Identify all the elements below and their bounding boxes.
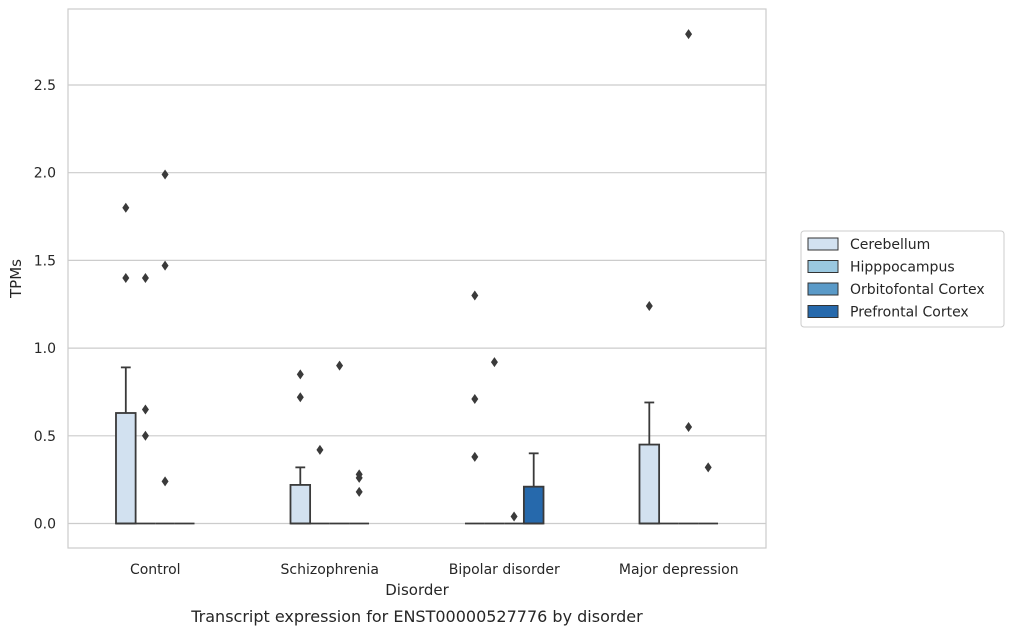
box-hipppocampus [310, 444, 330, 525]
x-tick-label: Control [130, 562, 181, 578]
box-orbitofontal-cortex [329, 360, 350, 525]
box [522, 485, 545, 525]
box-prefrontal-cortex [522, 452, 545, 525]
outlier-point [471, 451, 479, 462]
box-cerebellum [638, 301, 661, 525]
x-tick-label: Bipolar disorder [449, 562, 560, 578]
outlier-point [355, 486, 363, 497]
y-tick-label: 0.0 [34, 517, 56, 533]
outlier-point [122, 202, 130, 213]
outlier-point [704, 462, 712, 473]
outlier-point [685, 29, 693, 40]
legend-entry: Prefrontal Cortex [850, 305, 969, 321]
legend-entry: Hipppocampus [850, 260, 955, 276]
x-axis-ticks: Control Schizophrenia Bipolar disorder Majo… [130, 562, 739, 578]
outlier-point [510, 511, 518, 522]
box-prefrontal-cortex [349, 469, 370, 525]
legend-swatch [807, 260, 839, 273]
y-tick-label: 2.0 [34, 166, 56, 182]
box-orbitofontal-cortex [155, 169, 175, 525]
outlier-point [355, 472, 363, 483]
y-axis-label: TPMs [7, 259, 25, 299]
box-orbitofontal-cortex [678, 29, 699, 525]
outlier-point [471, 290, 479, 301]
plot-marks [115, 29, 719, 525]
outlier-point [490, 357, 498, 368]
x-axis-label: Disorder [385, 581, 449, 599]
legend-swatch [807, 237, 839, 251]
legend-frame [800, 230, 1005, 328]
legend-entry: Cerebellum [850, 237, 930, 253]
legend-swatch [807, 305, 839, 318]
outlier-point [161, 476, 169, 487]
outlier-point [336, 360, 344, 371]
x-tick-label: Major depression [619, 562, 739, 578]
box-cerebellum [115, 202, 137, 525]
box [289, 484, 312, 525]
gridlines [68, 84, 766, 525]
outlier-point [161, 260, 169, 271]
outlier-point [645, 301, 653, 312]
box-cerebellum [464, 290, 485, 525]
box [638, 443, 661, 525]
y-tick-label: 2.5 [34, 78, 56, 94]
outlier-point [122, 272, 130, 283]
y-axis-ticks: 0.0 0.5 1.0 1.5 2.0 2.5 [34, 78, 56, 533]
outlier-point [685, 422, 693, 433]
legend-swatch [807, 282, 839, 296]
outlier-point [316, 444, 324, 455]
outlier-point [471, 393, 479, 404]
box-cerebellum [289, 369, 312, 525]
legend: Cerebellum Hipppocampus Orbitofontal Corte… [800, 230, 1005, 328]
y-tick-label: 1.0 [34, 341, 56, 357]
x-tick-label: Schizophrenia [281, 562, 379, 578]
box-hipppocampus [135, 272, 156, 525]
y-tick-label: 1.5 [34, 253, 56, 269]
y-tick-label: 0.5 [34, 429, 56, 445]
box [115, 412, 137, 525]
plot-frame [67, 8, 767, 549]
outlier-point [141, 430, 149, 441]
outlier-point [141, 272, 149, 283]
chart-caption: Transcript expression for ENST0000052777… [190, 607, 643, 626]
outlier-point [141, 404, 149, 415]
legend-entry: Orbitofontal Cortex [850, 282, 985, 298]
outlier-point [296, 369, 304, 380]
box-prefrontal-cortex [698, 462, 719, 525]
box-orbitofontal-cortex [504, 511, 524, 525]
outlier-point [161, 169, 169, 180]
box-hipppocampus [484, 357, 505, 525]
outlier-point [296, 392, 304, 403]
